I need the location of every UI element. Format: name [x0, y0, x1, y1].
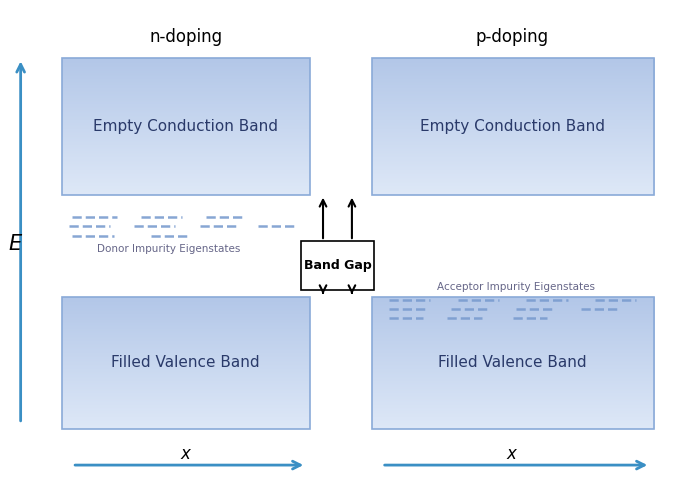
Text: n-doping: n-doping [149, 28, 222, 45]
Text: $E$: $E$ [8, 233, 23, 254]
Bar [372, 58, 654, 195]
Text: p-doping: p-doping [476, 28, 549, 45]
Text: Empty Conduction Band: Empty Conduction Band [94, 119, 278, 134]
Text: Filled Valence Band: Filled Valence Band [111, 356, 260, 370]
Text: Empty Conduction Band: Empty Conduction Band [420, 119, 605, 134]
Bar [301, 241, 374, 290]
Text: Filled Valence Band: Filled Valence Band [438, 356, 587, 370]
Text: Band Gap: Band Gap [303, 259, 372, 272]
Bar [62, 297, 310, 429]
Text: Donor Impurity Eigenstates: Donor Impurity Eigenstates [97, 244, 240, 254]
Text: $x$: $x$ [506, 445, 519, 463]
Bar [372, 297, 654, 429]
Text: Acceptor Impurity Eigenstates: Acceptor Impurity Eigenstates [437, 282, 595, 292]
Bar [62, 58, 310, 195]
Text: $x$: $x$ [180, 445, 192, 463]
